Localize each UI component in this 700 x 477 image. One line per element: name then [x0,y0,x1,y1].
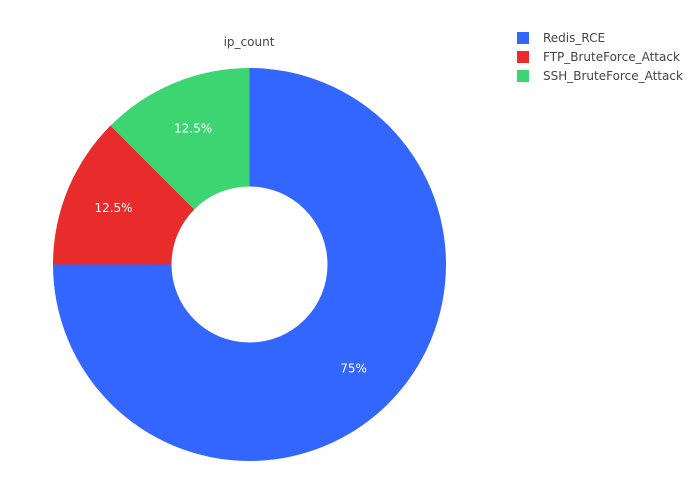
percent-label-redis-rce: 75% [340,362,367,376]
legend-label: SSH_BruteForce_Attack [543,69,683,83]
percent-label-ftp-bruteforce-attack: 12.5% [94,201,132,215]
legend-item-redis-rce[interactable]: Redis_RCE [517,31,605,45]
slices-group [53,68,446,461]
slice-ftp-bruteforce-attack [53,125,195,265]
legend-item-ssh-bruteforce-attack[interactable]: SSH_BruteForce_Attack [517,69,683,83]
slice-redis-rce [53,68,446,461]
legend-item-ftp-bruteforce-attack[interactable]: FTP_BruteForce_Attack [517,50,680,64]
labels-group: 75% 12.5% 12.5% [94,122,366,376]
chart-title: ip_count [224,35,275,49]
legend-label: Redis_RCE [543,31,605,45]
percent-label-ssh-bruteforce-attack: 12.5% [174,122,212,136]
legend-label: FTP_BruteForce_Attack [543,50,680,64]
slice-ssh-bruteforce-attack [110,68,250,210]
legend: Redis_RCE FTP_BruteForce_Attack SSH_BruteF… [517,31,683,83]
legend-swatch [517,32,529,44]
legend-swatch [517,70,529,82]
legend-swatch [517,51,529,63]
